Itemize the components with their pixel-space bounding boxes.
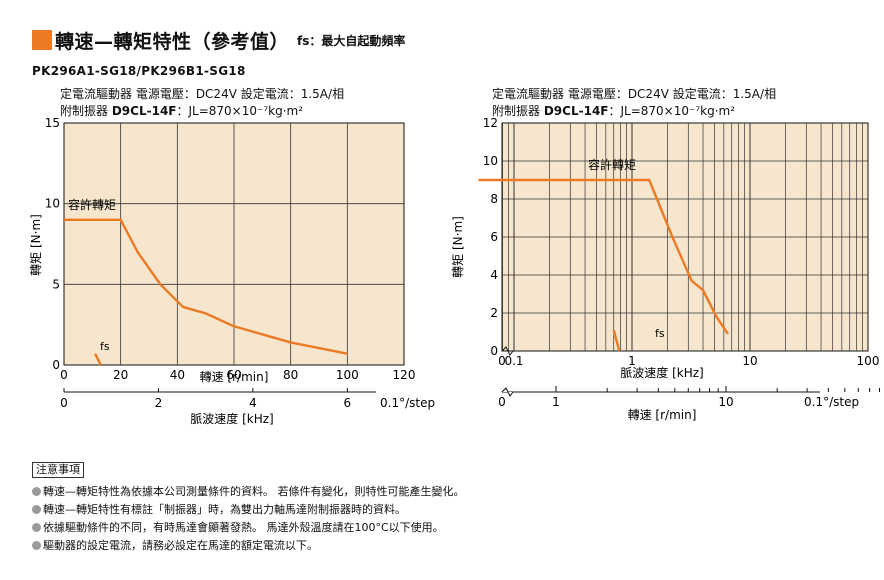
y-tick-label: 10 [483,154,498,168]
x-tick-label: 0 [498,354,506,368]
right-ylabel: 轉矩 [N·m] [451,216,465,278]
secondary-tick-label: 6 [344,396,352,410]
y-tick-label: 5 [52,277,60,291]
x-tick-label: 0.1 [504,354,523,368]
x-tick-label: 0 [60,368,68,382]
x-tick-label: 40 [170,368,185,382]
x-tick-label: 60 [226,368,241,382]
bullet-icon [32,504,41,514]
y-tick-label: 0 [490,344,498,358]
series-line [612,329,621,352]
damper-label: 附制振器 [492,104,541,118]
title-text: 轉速—轉矩特性（參考值） [55,30,290,53]
right-secondary-label: 轉速 [r/min] [628,408,697,422]
bullet-icon [32,540,41,550]
x-tick-label: 120 [393,368,416,382]
y-tick-label: 6 [490,230,498,244]
x-tick-label: 20 [113,368,128,382]
note-text: 驅動器的設定電流，請務必設定在馬達的額定電流以下。 [43,539,318,552]
series-line [478,178,729,335]
right-condition-line2: 附制振器 D9CL-14F：JL=870×10⁻⁷kg·m² [492,103,776,120]
x-tick-label: 100 [336,368,359,382]
secondary-tick-label: 4 [249,396,257,410]
left-fs-label: fs [100,340,110,353]
left-secondary-ticks: 0 2 4 6 [60,388,351,410]
right-series [478,178,729,352]
y-tick-label: 0 [52,358,60,372]
y-tick-label: 10 [45,197,60,211]
note-item: 轉速—轉矩特性有標註「制振器」時，為雙出力軸馬達附制振器時的資料。 [32,501,406,517]
damper-label: 附制振器 [60,104,109,118]
y-tick-label: 12 [483,116,498,130]
note-text: 依據驅動條件的不同，有時馬達會顯著發熱。 馬達外殼溫度請在100°C以下使用。 [43,521,444,534]
left-ticks: 0 20 40 60 80 100 120 0 5 10 15 [45,116,416,382]
bullet-icon [32,486,41,496]
right-axis-break [501,346,514,356]
left-secondary-label: 脈波速度 [kHz] [190,411,273,426]
left-series [64,218,348,366]
secondary-tick-label: 0 [60,396,68,410]
left-grid [64,123,404,365]
series-line [64,218,348,355]
secondary-tick-label: 0 [498,395,506,409]
damper-model: D9CL-14F [543,104,609,118]
left-ylabel: 轉矩 [N·m] [29,214,43,276]
note-text: 轉速—轉矩特性為依據本公司測量條件的資料。 若條件有變化，則特性可能產生變化。 [43,485,465,498]
note-item: 驅動器的設定電流，請務必設定在馬達的額定電流以下。 [32,537,318,553]
left-series-label: 容許轉矩 [68,197,116,212]
note-item: 依據驅動條件的不同，有時馬達會顯著發熱。 馬達外殼溫度請在100°C以下使用。 [32,519,444,535]
right-grid [502,123,868,351]
right-secondary-break [501,387,514,397]
model-number: PK296A1-SG18/PK296B1-SG18 [32,64,246,78]
right-condition-line1: 定電流驅動器 電源電壓：DC24V 設定電流：1.5A/相 [492,87,777,101]
damper-model: D9CL-14F [111,104,177,118]
secondary-tick-label: 10 [718,395,733,409]
secondary-tick-label: 2 [155,396,163,410]
page-title: 轉速—轉矩特性（參考值） fs：最大自起動頻率 [32,28,406,53]
series-line [94,353,102,366]
note-text: 轉速—轉矩特性有標註「制振器」時，為雙出力軸馬達附制振器時的資料。 [43,503,406,516]
x-tick-label: 80 [283,368,298,382]
secondary-tick-label: 1 [552,395,560,409]
y-tick-label: 15 [45,116,60,130]
y-tick-label: 4 [490,268,498,282]
left-condition-line1: 定電流驅動器 電源電壓：DC24V 設定電流：1.5A/相 [60,87,345,101]
right-fs-label: fs [655,327,665,340]
title-marker [32,30,52,50]
x-tick-label: 1 [628,354,636,368]
notes-heading: 注意事項 [32,462,84,478]
bullet-icon [32,522,41,532]
x-tick-label: 100 [857,354,880,368]
left-condition-line2: 附制振器 D9CL-14F：JL=870×10⁻⁷kg·m² [60,103,344,120]
left-conditions: 定電流驅動器 電源電壓：DC24V 設定電流：1.5A/相 附制振器 D9CL-… [60,86,344,120]
x-tick-label: 10 [742,354,757,368]
left-xlabel: 轉速 [r/min] [200,370,269,384]
damper-inertia: ：JL=870×10⁻⁷kg·m² [176,104,304,118]
title-subtitle: fs：最大自起動頻率 [297,33,406,48]
right-series-label: 容許轉矩 [588,157,636,172]
y-tick-label: 8 [490,192,498,206]
y-tick-label: 2 [490,306,498,320]
right-secondary-ticks: 0110100 [498,386,881,409]
note-item: 轉速—轉矩特性為依據本公司測量條件的資料。 若條件有變化，則特性可能產生變化。 [32,483,465,499]
right-conditions: 定電流驅動器 電源電壓：DC24V 設定電流：1.5A/相 附制振器 D9CL-… [492,86,776,120]
left-secondary-unit: 0.1°/step [380,396,435,410]
damper-inertia: ：JL=870×10⁻⁷kg·m² [608,104,736,118]
right-secondary-unit: 0.1°/step [804,395,859,409]
right-xlabel: 脈波速度 [kHz] [620,365,703,380]
